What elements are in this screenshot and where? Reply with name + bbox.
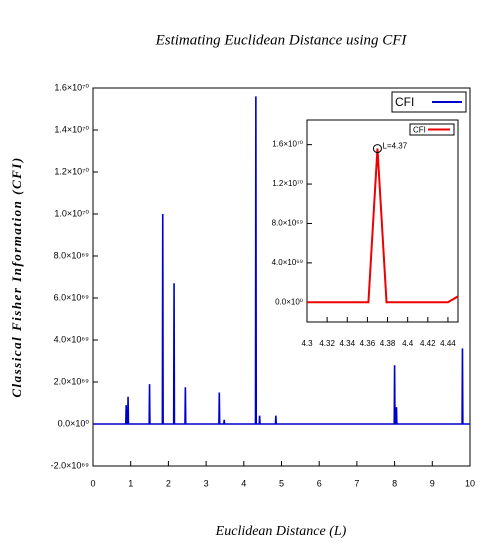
x-tick-label: 4.32 (319, 339, 335, 348)
y-tick-label: 1.6×10⁷⁰ (54, 82, 89, 92)
x-tick-label: 10 (465, 478, 475, 488)
y-tick-label: 8.0×10⁶⁹ (54, 250, 89, 260)
x-tick-label: 4.42 (420, 339, 436, 348)
y-tick-label: 0.0×10⁰ (58, 418, 90, 428)
y-tick-label: 1.2×10⁷⁰ (54, 166, 89, 176)
annotation: L=4.37 (382, 142, 407, 151)
x-tick-label: 4.34 (339, 339, 355, 348)
x-tick-label: 7 (354, 478, 359, 488)
y-tick-label: 1.4×10⁷⁰ (54, 124, 89, 134)
y-tick-label: -2.0×10⁶⁹ (51, 460, 89, 470)
legend-label: CFI (413, 126, 426, 135)
x-tick-label: 4.38 (380, 339, 396, 348)
y-tick-label: 1.0×10⁷⁰ (54, 208, 89, 218)
x-tick-label: 9 (430, 478, 435, 488)
y-tick-label: 0.0×10⁰ (275, 297, 303, 306)
x-tick-label: 5 (279, 478, 284, 488)
y-tick-label: 1.2×10⁷⁰ (272, 179, 303, 188)
y-axis-label: Classical Fisher Information (CFI) (9, 156, 24, 397)
y-tick-label: 4.0×10⁶⁹ (272, 258, 303, 267)
x-tick-label: 6 (317, 478, 322, 488)
annotation-marker (372, 144, 382, 154)
x-tick-label: 4.4 (402, 339, 414, 348)
y-tick-label: 2.0×10⁶⁹ (54, 376, 89, 386)
x-tick-label: 3 (204, 478, 209, 488)
legend-box (391, 91, 467, 113)
data-line (307, 148, 459, 304)
x-tick-label: 4.36 (360, 339, 376, 348)
y-tick-label: 8.0×10⁶⁹ (272, 219, 303, 228)
data-line (93, 96, 470, 425)
y-tick-label: 6.0×10⁶⁹ (54, 292, 89, 302)
chart-title: Estimating Euclidean Distance using CFI (155, 32, 408, 48)
x-tick-label: 0 (90, 478, 95, 488)
x-tick-label: 1 (128, 478, 133, 488)
x-tick-label: 2 (166, 478, 171, 488)
y-tick-label: 1.6×10⁷⁰ (272, 140, 303, 149)
x-tick-label: 4.3 (301, 339, 313, 348)
legend-label: CFI (395, 95, 414, 109)
x-tick-label: 8 (392, 478, 397, 488)
x-axis-label: Euclidean Distance (L) (215, 524, 347, 539)
x-tick-label: 4.44 (440, 339, 456, 348)
x-tick-label: 4 (241, 478, 246, 488)
y-tick-label: 4.0×10⁶⁹ (54, 334, 89, 344)
